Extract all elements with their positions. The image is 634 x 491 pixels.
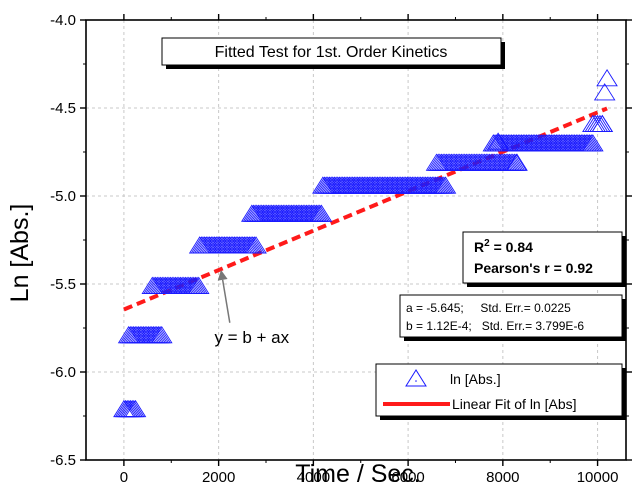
equation-text: y = b + ax	[214, 328, 289, 347]
r-squared-value: = 0.84	[490, 239, 533, 255]
data-point	[596, 68, 618, 87]
equation-annotation: y = b + ax	[214, 269, 290, 347]
legend-frame	[375, 363, 623, 417]
x-tick-label: 6000	[391, 469, 424, 486]
param-a-line: a = -5.645; Std. Err.= 0.0225	[406, 301, 571, 315]
params-box-frame	[399, 294, 623, 338]
data-point	[434, 176, 457, 194]
x-tick-label: 4000	[297, 469, 330, 486]
x-tick-label: 8000	[486, 469, 519, 486]
param-b-line: b = 1.12E-4; Std. Err.= 3.799E-6	[406, 319, 584, 333]
fit-line	[123, 106, 608, 312]
x-tick-label: 2000	[202, 469, 235, 486]
r-squared-superscript: 2	[484, 238, 490, 249]
title-box: Fitted Test for 1st. Order Kinetics	[161, 37, 505, 69]
r-squared-symbol: R	[474, 239, 484, 255]
legend: ln [Abs.] Linear Fit of ln [Abs]	[375, 363, 626, 420]
y-tick-label: -4.0	[50, 12, 76, 29]
data-point	[487, 132, 509, 150]
data-point	[124, 399, 147, 418]
fit-layer	[123, 106, 608, 312]
data-point	[245, 236, 267, 254]
chart-title: Fitted Test for 1st. Order Kinetics	[215, 44, 448, 61]
y-tick-label: -5.0	[50, 188, 76, 205]
x-tick-label: 10000	[577, 469, 619, 486]
y-tick-label: -6.0	[50, 364, 76, 381]
y-tick-label: -5.5	[50, 276, 76, 293]
data-point	[310, 204, 333, 222]
data-point	[506, 153, 528, 171]
annotation-arrow	[221, 279, 231, 323]
x-axis-label: Time / Sec.	[295, 460, 421, 488]
legend-entry-fit: Linear Fit of ln [Abs]	[452, 396, 577, 412]
annotation-arrowhead	[217, 269, 228, 281]
ticks: 0 2000 4000 6000 8000 10000 -6.5 -6.0 -5.5 -5.0 -4…	[50, 12, 632, 486]
x-tick-label: 0	[120, 469, 128, 486]
data-point	[591, 114, 614, 133]
points-layer	[113, 68, 618, 418]
y-axis-label: Ln [Abs.]	[6, 204, 34, 303]
params-box: a = -5.645; Std. Err.= 0.0225 b = 1.12E-…	[399, 294, 626, 341]
r-squared-label: R2 = 0.84	[474, 238, 533, 255]
stats-box-frame	[462, 231, 623, 284]
pearson-label: Pearson's r = 0.92	[474, 260, 593, 276]
data-point	[150, 325, 173, 344]
stats-box: R2 = 0.84 Pearson's r = 0.92	[462, 231, 626, 287]
title-box-frame	[161, 37, 502, 66]
y-tick-label: -4.5	[50, 100, 76, 117]
legend-entry-scatter: ln [Abs.]	[450, 371, 501, 387]
legend-marker-triangle	[405, 369, 427, 387]
legend-marker-dot	[415, 380, 417, 382]
data-point	[593, 83, 616, 101]
data-point	[582, 134, 604, 152]
data-point	[187, 276, 210, 294]
y-tick-label: -6.5	[50, 452, 76, 469]
